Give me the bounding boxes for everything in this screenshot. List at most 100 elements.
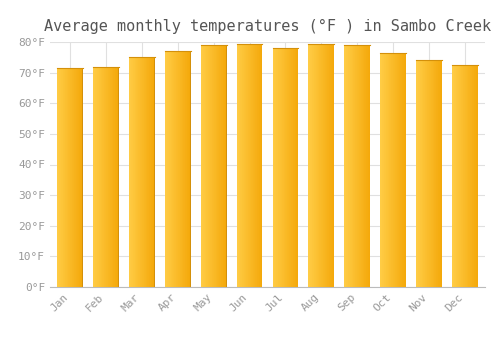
Bar — [59, 68, 60, 287]
Bar — [471, 65, 472, 287]
Bar — [216, 45, 217, 287]
Bar — [354, 45, 355, 287]
Bar — [76, 68, 77, 287]
Bar — [139, 57, 140, 287]
Bar — [58, 68, 59, 287]
Bar — [431, 60, 432, 287]
Bar — [424, 60, 426, 287]
Bar — [172, 51, 173, 287]
Bar — [328, 43, 329, 287]
Bar — [462, 65, 464, 287]
Bar — [286, 48, 287, 287]
Bar — [166, 51, 168, 287]
Bar — [458, 65, 459, 287]
Bar — [456, 65, 457, 287]
Bar — [250, 43, 251, 287]
Bar — [214, 45, 215, 287]
Bar — [215, 45, 216, 287]
Bar — [152, 57, 154, 287]
Bar — [170, 51, 171, 287]
Bar — [346, 45, 347, 287]
Bar — [218, 45, 219, 287]
Bar — [440, 60, 441, 287]
Bar — [345, 45, 346, 287]
Bar — [168, 51, 169, 287]
Bar — [142, 57, 143, 287]
Bar — [385, 53, 386, 287]
Bar — [240, 43, 241, 287]
Bar — [98, 66, 100, 287]
Bar — [253, 43, 254, 287]
Bar — [100, 66, 101, 287]
Bar — [275, 48, 276, 287]
Bar — [344, 45, 345, 287]
Bar — [261, 43, 262, 287]
Bar — [273, 48, 274, 287]
Bar — [67, 68, 68, 287]
Bar — [310, 43, 311, 287]
Bar — [238, 43, 239, 287]
Bar — [397, 53, 398, 287]
Bar — [469, 65, 470, 287]
Bar — [457, 65, 458, 287]
Bar — [308, 43, 309, 287]
Bar — [464, 65, 465, 287]
Bar — [242, 43, 243, 287]
Bar — [244, 43, 245, 287]
Bar — [363, 45, 364, 287]
Bar — [366, 45, 367, 287]
Bar — [400, 53, 401, 287]
Bar — [327, 43, 328, 287]
Bar — [355, 45, 356, 287]
Bar — [347, 45, 348, 287]
Bar — [394, 53, 396, 287]
Bar — [132, 57, 134, 287]
Bar — [64, 68, 65, 287]
Bar — [290, 48, 292, 287]
Bar — [115, 66, 116, 287]
Bar — [224, 45, 225, 287]
Bar — [320, 43, 321, 287]
Bar — [383, 53, 384, 287]
Bar — [460, 65, 462, 287]
Bar — [476, 65, 477, 287]
Bar — [60, 68, 62, 287]
Bar — [330, 43, 331, 287]
Bar — [349, 45, 350, 287]
Bar — [205, 45, 206, 287]
Bar — [473, 65, 474, 287]
Bar — [225, 45, 226, 287]
Bar — [178, 51, 179, 287]
Bar — [436, 60, 437, 287]
Bar — [351, 45, 352, 287]
Bar — [350, 45, 351, 287]
Bar — [452, 65, 453, 287]
Bar — [311, 43, 312, 287]
Bar — [62, 68, 64, 287]
Bar — [362, 45, 363, 287]
Bar — [102, 66, 103, 287]
Bar — [316, 43, 317, 287]
Bar — [367, 45, 368, 287]
Bar — [66, 68, 67, 287]
Bar — [174, 51, 175, 287]
Bar — [364, 45, 365, 287]
Bar — [466, 65, 467, 287]
Bar — [57, 68, 58, 287]
Bar — [401, 53, 402, 287]
Bar — [177, 51, 178, 287]
Bar — [433, 60, 434, 287]
Bar — [293, 48, 294, 287]
Bar — [381, 53, 382, 287]
Bar — [184, 51, 186, 287]
Bar — [110, 66, 111, 287]
Bar — [467, 65, 468, 287]
Bar — [203, 45, 204, 287]
Bar — [146, 57, 147, 287]
Bar — [138, 57, 139, 287]
Bar — [258, 43, 259, 287]
Bar — [432, 60, 433, 287]
Bar — [150, 57, 152, 287]
Bar — [283, 48, 284, 287]
Bar — [403, 53, 404, 287]
